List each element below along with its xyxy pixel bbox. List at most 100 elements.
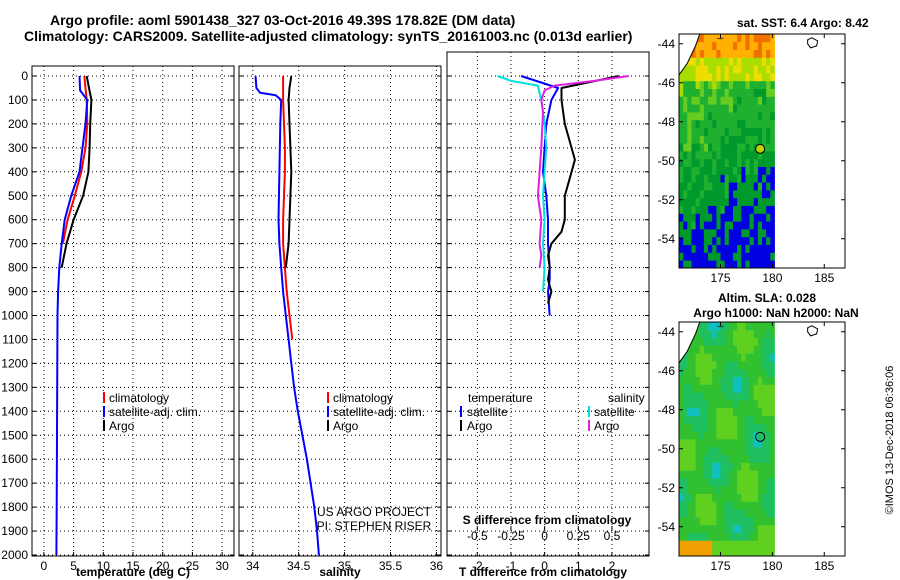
raster-cell: [757, 540, 763, 549]
x-tick-label: 10: [97, 559, 111, 573]
raster-cell: [691, 88, 697, 97]
raster-cell: [757, 493, 763, 502]
raster-cell: [683, 509, 688, 518]
raster-cell: [712, 197, 717, 206]
raster-cell: [720, 57, 726, 66]
raster-cell: [749, 213, 755, 222]
raster-cell: [703, 439, 709, 448]
raster-cell: [691, 337, 697, 346]
raster-cell: [708, 329, 713, 338]
raster-cell: [687, 127, 692, 136]
raster-cell: [683, 166, 688, 175]
raster-cell: [699, 119, 705, 128]
raster-cell: [716, 166, 721, 175]
y-tick-label: 1800: [1, 500, 28, 514]
raster-cell: [679, 88, 684, 97]
raster-cell: [703, 104, 709, 113]
raster-cell: [753, 384, 759, 393]
raster-cell: [770, 73, 775, 82]
raster-cell: [753, 135, 759, 144]
raster-cell: [745, 400, 750, 409]
raster-cell: [716, 524, 721, 533]
raster-cell: [749, 80, 755, 89]
raster-cell: [766, 423, 771, 432]
y-tick-label: 1000: [1, 309, 28, 323]
raster-cell: [745, 329, 750, 338]
raster-cell: [749, 174, 755, 183]
raster-cell: [728, 197, 734, 206]
raster-cell: [716, 353, 721, 362]
raster-cell: [762, 407, 767, 416]
raster-cell: [753, 454, 759, 463]
raster-cell: [753, 252, 759, 261]
raster-cell: [724, 462, 730, 471]
raster-cell: [679, 485, 684, 494]
raster-cell: [708, 260, 713, 269]
raster-cell: [741, 439, 746, 448]
raster-cell: [695, 509, 701, 518]
raster-cell: [733, 548, 738, 557]
raster-cell: [720, 345, 726, 354]
raster-cell: [749, 104, 755, 113]
raster-cell: [712, 96, 717, 105]
y-tick-label: 800: [8, 261, 28, 275]
raster-cell: [691, 439, 697, 448]
raster-cell: [712, 252, 717, 261]
raster-cell: [703, 252, 709, 261]
raster-cell: [695, 213, 701, 222]
raster-cell: [728, 431, 734, 440]
raster-cell: [708, 143, 713, 152]
raster-cell: [683, 446, 688, 455]
raster-cell: [757, 197, 763, 206]
raster-cell: [691, 400, 697, 409]
raster-cell: [683, 174, 688, 183]
raster-cell: [687, 415, 692, 424]
raster-cell: [753, 423, 759, 432]
raster-cell: [683, 244, 688, 253]
raster-cell: [708, 524, 713, 533]
raster-cell: [712, 34, 717, 43]
raster-cell: [741, 88, 746, 97]
raster-cell: [712, 345, 717, 354]
raster-cell: [745, 65, 750, 74]
raster-cell: [699, 462, 705, 471]
raster-cell: [745, 454, 750, 463]
raster-cell: [699, 446, 705, 455]
raster-cell: [712, 73, 717, 82]
raster-cell: [728, 501, 734, 510]
raster-cell: [703, 182, 709, 191]
raster-cell: [679, 493, 684, 502]
x-tick-label: 0: [541, 559, 548, 573]
raster-cell: [695, 112, 701, 121]
series-line-satellite-adj-clim-: [254, 75, 320, 556]
raster-cell: [724, 151, 730, 160]
raster-cell: [699, 73, 705, 82]
raster-cell: [745, 158, 750, 167]
raster-cell: [728, 73, 734, 82]
y-tick-label: 300: [8, 141, 28, 155]
raster-cell: [691, 376, 697, 385]
raster-cell: [741, 41, 746, 50]
raster-cell: [712, 190, 717, 199]
raster-cell: [741, 80, 746, 89]
raster-cell: [724, 478, 730, 487]
raster-cell: [728, 229, 734, 238]
raster-cell: [737, 104, 742, 113]
raster-cell: [749, 119, 755, 128]
raster-cell: [712, 431, 717, 440]
raster-cell: [720, 509, 726, 518]
raster-cell: [757, 415, 763, 424]
raster-cell: [745, 540, 750, 549]
raster-cell: [766, 65, 771, 74]
raster-cell: [703, 96, 709, 105]
raster-cell: [762, 104, 767, 113]
raster-cell: [712, 80, 717, 89]
raster-cell: [753, 485, 759, 494]
raster-cell: [716, 501, 721, 510]
raster-cell: [683, 151, 688, 160]
raster-cell: [733, 439, 738, 448]
raster-cell: [737, 119, 742, 128]
raster-cell: [762, 252, 767, 261]
raster-cell: [737, 493, 742, 502]
raster-cell: [762, 135, 767, 144]
